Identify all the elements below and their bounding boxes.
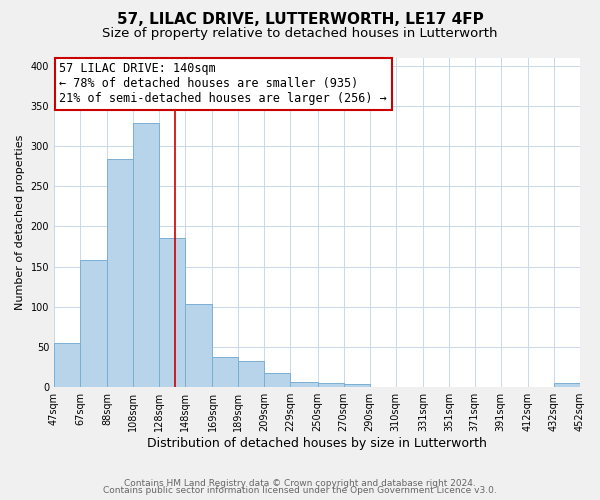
Bar [265,372,290,387]
Bar [185,304,212,387]
Bar [290,382,317,387]
Bar [133,124,159,387]
Bar [159,238,185,387]
Y-axis label: Number of detached properties: Number of detached properties [15,134,25,310]
Bar [344,384,370,387]
Bar [212,358,238,387]
Text: 57 LILAC DRIVE: 140sqm
← 78% of detached houses are smaller (935)
21% of semi-de: 57 LILAC DRIVE: 140sqm ← 78% of detached… [59,62,387,106]
Text: Contains HM Land Registry data © Crown copyright and database right 2024.: Contains HM Land Registry data © Crown c… [124,478,476,488]
Bar [317,383,344,387]
Bar [80,260,107,387]
Text: Contains public sector information licensed under the Open Government Licence v3: Contains public sector information licen… [103,486,497,495]
Bar [238,362,265,387]
Bar [54,343,80,387]
Text: Size of property relative to detached houses in Lutterworth: Size of property relative to detached ho… [102,28,498,40]
Bar [554,383,580,387]
X-axis label: Distribution of detached houses by size in Lutterworth: Distribution of detached houses by size … [147,437,487,450]
Bar [107,159,133,387]
Text: 57, LILAC DRIVE, LUTTERWORTH, LE17 4FP: 57, LILAC DRIVE, LUTTERWORTH, LE17 4FP [116,12,484,28]
